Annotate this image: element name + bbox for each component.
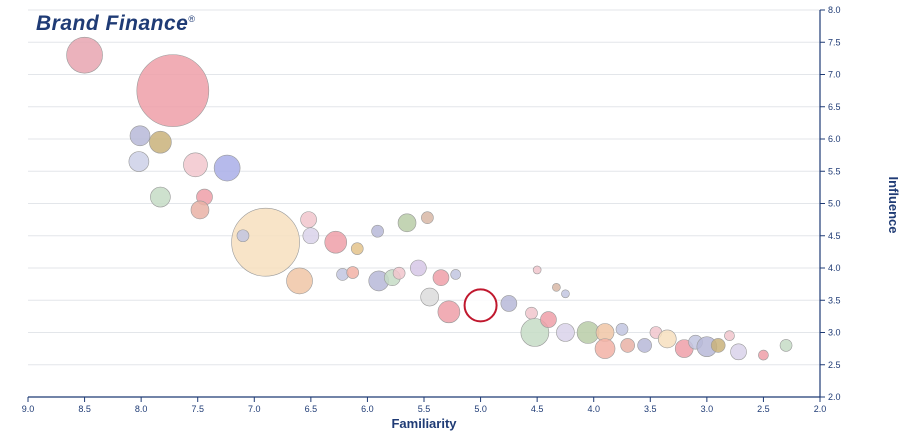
x-tick-label: 4.0 xyxy=(587,404,600,414)
x-tick-label: 2.0 xyxy=(814,404,827,414)
x-tick-label: 7.5 xyxy=(191,404,204,414)
x-tick-label: 2.5 xyxy=(757,404,770,414)
bubble xyxy=(594,338,616,359)
bubble xyxy=(213,154,241,182)
bubble xyxy=(561,289,570,299)
data-points xyxy=(66,36,793,361)
bubble xyxy=(637,338,652,353)
x-tick-label: 5.5 xyxy=(418,404,431,414)
bubble xyxy=(552,283,561,292)
bubble xyxy=(136,54,210,127)
y-tick-label: 2.0 xyxy=(828,392,841,402)
brand-registered-mark: ® xyxy=(188,14,196,24)
y-tick-label: 7.0 xyxy=(828,70,841,80)
bubble xyxy=(556,323,575,342)
bubble xyxy=(730,343,747,361)
x-tick-label: 9.0 xyxy=(22,404,35,414)
bubble xyxy=(66,36,103,74)
x-tick-label: 5.0 xyxy=(474,404,487,414)
x-tick-label: 6.0 xyxy=(361,404,374,414)
bubble xyxy=(540,311,557,328)
brand-logo: Brand Finance® xyxy=(36,12,196,36)
x-tick-label: 4.5 xyxy=(531,404,544,414)
bubble xyxy=(346,266,360,279)
x-axis-label: Familiarity xyxy=(391,416,457,431)
bubble xyxy=(724,330,735,342)
bubble xyxy=(525,306,538,320)
bubble xyxy=(128,151,150,172)
axes: 2.0 2.5 3.0 3.5 4.0 4.5 5.0 5.5 6.0 6.5 7.0 7.5 8.0 9… xyxy=(22,5,841,414)
bubble xyxy=(324,230,348,254)
bubble xyxy=(450,269,461,280)
y-tick-label: 5.5 xyxy=(828,166,841,176)
y-tick-label: 4.5 xyxy=(828,231,841,241)
bubble xyxy=(410,259,427,277)
bubble xyxy=(420,287,439,307)
y-tick-label: 4.0 xyxy=(828,263,841,273)
bubble xyxy=(183,152,208,178)
bubble xyxy=(149,130,172,154)
y-axis-label: Influence xyxy=(886,176,901,233)
bubble xyxy=(657,329,677,349)
y-tick-label: 2.5 xyxy=(828,360,841,370)
bubble xyxy=(710,338,726,353)
x-tick-label: 6.5 xyxy=(305,404,318,414)
bubble xyxy=(302,227,320,245)
x-tick-label: 3.5 xyxy=(644,404,657,414)
y-tick-label: 6.0 xyxy=(828,134,841,144)
x-tick-label: 8.5 xyxy=(78,404,91,414)
bubble xyxy=(620,338,635,353)
bubble xyxy=(615,322,629,336)
bubble xyxy=(758,349,769,361)
y-tick-label: 3.0 xyxy=(828,328,841,338)
bubble xyxy=(532,265,542,275)
y-tick-label: 5.0 xyxy=(828,199,841,209)
y-tick-label: 3.5 xyxy=(828,295,841,305)
bubble xyxy=(520,318,550,347)
bubble xyxy=(150,186,171,208)
x-tick-label: 3.0 xyxy=(701,404,714,414)
bubble xyxy=(432,269,450,286)
bubble xyxy=(421,211,434,224)
bubble xyxy=(236,229,250,243)
y-tick-label: 6.5 xyxy=(828,102,841,112)
bubble xyxy=(129,125,151,147)
bubble xyxy=(190,200,210,220)
x-tick-label: 7.0 xyxy=(248,404,261,414)
x-tick-label: 8.0 xyxy=(135,404,148,414)
bubble xyxy=(300,211,317,228)
bubble xyxy=(286,267,313,295)
y-tick-label: 7.5 xyxy=(828,37,841,47)
bubble xyxy=(350,242,364,255)
bubble xyxy=(779,339,793,352)
bubble xyxy=(231,207,300,277)
bubble xyxy=(437,300,461,324)
brand-name: Brand Finance xyxy=(36,12,189,35)
bubble xyxy=(463,288,498,323)
y-tick-label: 8.0 xyxy=(828,5,841,15)
bubble xyxy=(500,295,518,312)
bubble xyxy=(397,213,417,233)
bubble xyxy=(371,224,384,238)
bubble xyxy=(392,266,406,280)
